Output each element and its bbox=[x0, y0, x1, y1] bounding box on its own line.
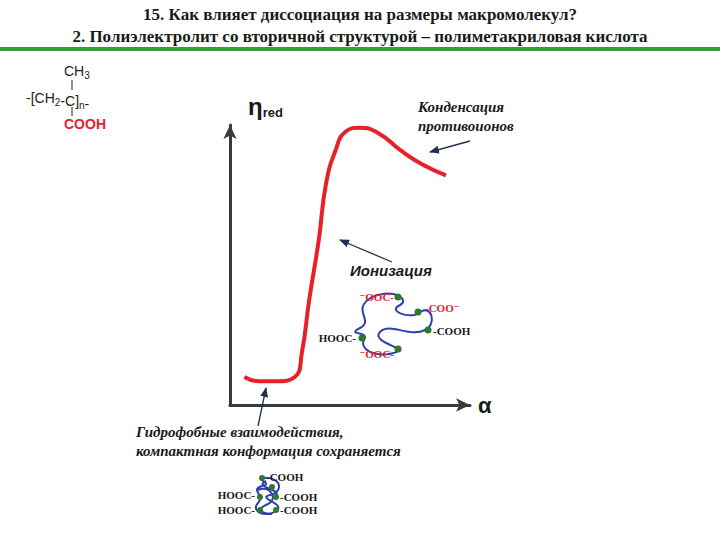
svg-text:COOH: COOH bbox=[64, 116, 106, 132]
svg-text:⁻OOC-: ⁻OOC- bbox=[359, 348, 394, 360]
svg-text:-[CH2-C]n-: -[CH2-C]n- bbox=[26, 90, 90, 112]
svg-text:CH3: CH3 bbox=[64, 63, 90, 81]
svg-text:η: η bbox=[248, 93, 263, 120]
svg-text:Конденсация: Конденсация bbox=[417, 99, 504, 115]
svg-text:HOOC-: HOOC- bbox=[218, 504, 256, 516]
svg-text:HOOC-: HOOC- bbox=[319, 332, 357, 344]
svg-text:-COOH: -COOH bbox=[280, 504, 318, 516]
svg-text:Гидрофобные взаимодействия,: Гидрофобные взаимодействия, bbox=[135, 424, 344, 440]
svg-text:-COOH: -COOH bbox=[266, 471, 304, 483]
svg-text:-COOH: -COOH bbox=[433, 325, 471, 337]
svg-text:2. Полиэлектролит со вторичной: 2. Полиэлектролит со вторичной структуро… bbox=[72, 27, 648, 46]
svg-text:компактная конформация сохраня: компактная конформация сохраняется bbox=[136, 443, 401, 459]
svg-text:Ионизация: Ионизация bbox=[350, 262, 432, 279]
svg-text:⁻OOC-: ⁻OOC- bbox=[359, 291, 394, 303]
svg-text:red: red bbox=[263, 105, 283, 120]
svg-text:HOOC-: HOOC- bbox=[218, 489, 256, 501]
svg-text:15. Как влияет диссоциация на: 15. Как влияет диссоциация на размеры ма… bbox=[143, 5, 577, 24]
svg-text:-COOH: -COOH bbox=[280, 491, 318, 503]
svg-text:противоионов: противоионов bbox=[418, 118, 514, 134]
svg-text:-COO⁻: -COO⁻ bbox=[425, 302, 460, 314]
svg-text:α: α bbox=[478, 393, 492, 418]
